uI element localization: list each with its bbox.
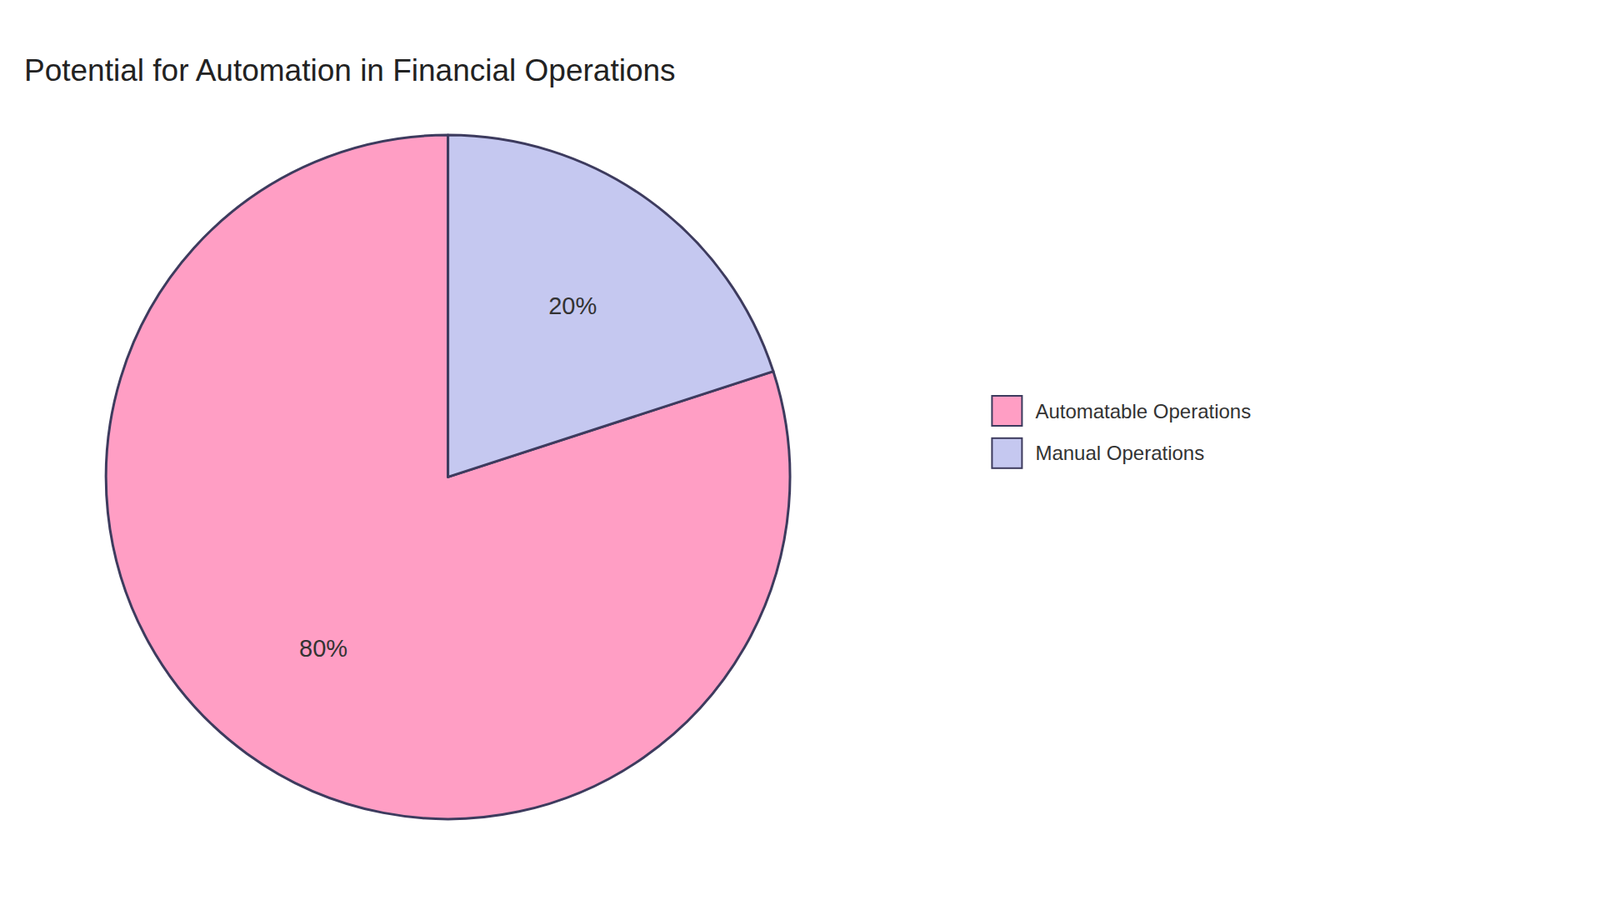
legend: Automatable Operations Manual Operations [991,395,1251,469]
pie-slice [448,135,774,477]
legend-label: Automatable Operations [1035,400,1251,423]
legend-swatch [991,395,1022,426]
data-label: 20% [548,292,597,320]
data-labels: 80% 20% [299,292,597,663]
chart-container: Potential for Automation in Financial Op… [0,0,1600,900]
chart-svg: Potential for Automation in Financial Op… [0,0,1600,900]
data-label: 80% [299,635,348,662]
legend-swatch [991,438,1022,469]
legend-label: Manual Operations [1035,441,1205,465]
title: Potential for Automation in Financial Op… [24,53,676,88]
pie-slice [105,135,790,820]
background [0,0,1600,900]
pie [105,135,790,820]
